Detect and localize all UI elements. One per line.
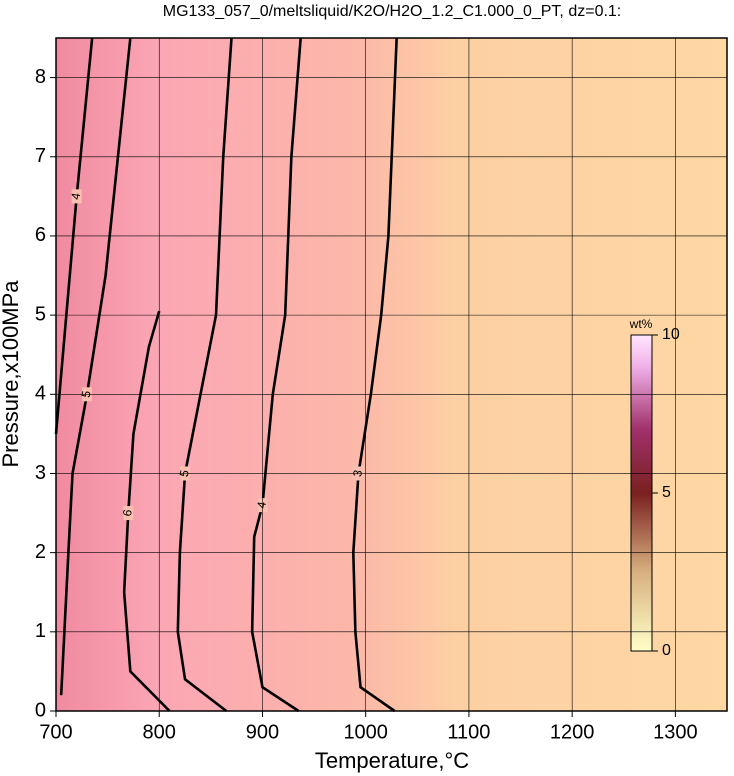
y-tick-label: 7 bbox=[35, 145, 46, 167]
y-axis-label: Pressure,x100MPa bbox=[0, 280, 23, 468]
x-axis-label: Temperature,°C bbox=[315, 748, 469, 773]
chart-title: MG133_057_0/meltsliquid/K2O/H2O_1.2_C1.0… bbox=[163, 3, 622, 20]
x-tick-label: 1300 bbox=[653, 721, 698, 743]
x-tick-label: 1000 bbox=[343, 721, 388, 743]
y-tick-label: 6 bbox=[35, 224, 46, 246]
x-tick-label: 1100 bbox=[447, 721, 490, 743]
y-tick-label: 2 bbox=[35, 541, 46, 563]
x-tick-label: 1200 bbox=[550, 721, 595, 743]
y-tick-label: 3 bbox=[35, 462, 46, 484]
contour-label: 4 bbox=[68, 191, 83, 200]
contour-label-bg bbox=[123, 506, 134, 521]
plot-frame bbox=[55, 37, 728, 712]
colorbar bbox=[630, 334, 653, 652]
y-tick-label: 0 bbox=[35, 699, 46, 721]
x-tick-label: 900 bbox=[246, 721, 279, 743]
y-tick-label: 8 bbox=[35, 66, 46, 88]
contour-label-bg bbox=[71, 189, 82, 204]
colorbar-tick-label: 10 bbox=[662, 326, 680, 343]
y-tick-label: 5 bbox=[35, 303, 46, 325]
y-tick-label: 1 bbox=[35, 620, 46, 642]
x-tick-label: 700 bbox=[39, 721, 72, 743]
colorbar-tick-label: 5 bbox=[662, 484, 671, 501]
y-tick-label: 4 bbox=[35, 383, 46, 405]
contour-line bbox=[54, 37, 94, 434]
x-tick-label: 800 bbox=[143, 721, 176, 743]
contour-label: 4 bbox=[254, 500, 269, 509]
colorbar-tick-label: 0 bbox=[662, 642, 671, 659]
colorbar-label: wt% bbox=[629, 317, 653, 331]
contour-label: 6 bbox=[120, 508, 135, 517]
